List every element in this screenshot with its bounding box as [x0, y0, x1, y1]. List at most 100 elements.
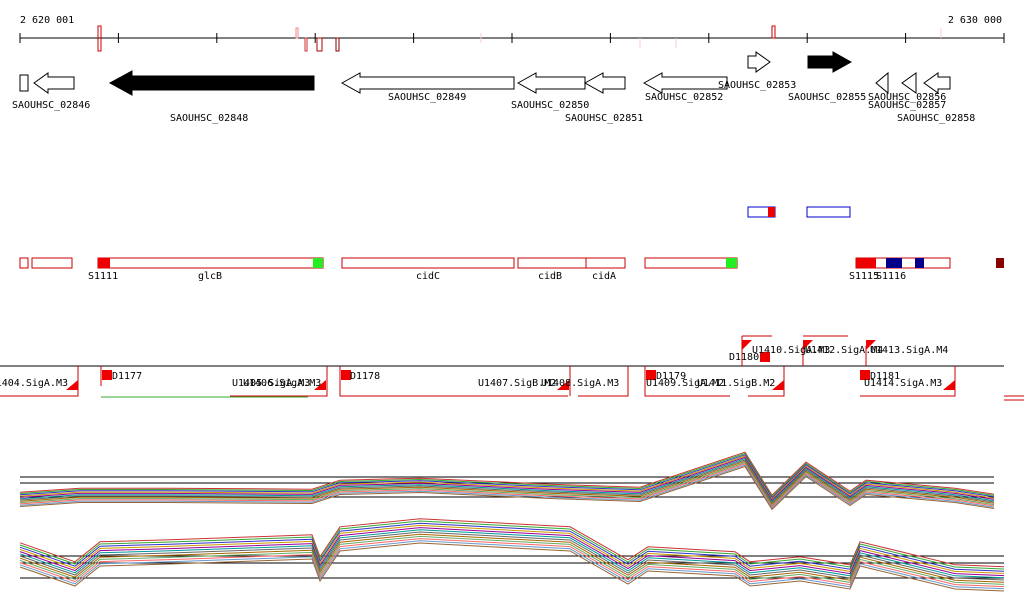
feature-label: cidA: [592, 271, 616, 282]
track-shape: [742, 340, 752, 350]
transcript-label: D1178: [350, 371, 380, 382]
gene-label: SAOUHSC_02848: [170, 113, 248, 124]
track-shape: [19, 458, 995, 503]
track-shape: [108, 70, 315, 96]
track-shape: [304, 37, 308, 52]
transcript-label: D1181: [870, 371, 900, 382]
transcript-label: U1414.SigA.M3: [864, 378, 942, 389]
transcript-label: U1408.SigA.M3: [541, 378, 619, 389]
track-shape: [803, 340, 813, 350]
transcript-label: U1406.SigA.M3: [243, 378, 321, 389]
track-shape: [943, 380, 955, 390]
track-shape: [915, 258, 924, 268]
track-shape: [19, 533, 1005, 583]
gene-label: SAOUHSC_02856: [868, 92, 946, 103]
transcript-label: U1409.SigA.M2: [646, 378, 724, 389]
track-shape: [313, 258, 323, 268]
track-shape: [644, 366, 730, 397]
track-shape: [806, 206, 851, 218]
track-shape: [19, 465, 995, 511]
track-shape: [807, 51, 853, 73]
gene-label: SAOUHSC_02852: [645, 92, 723, 103]
track-shape: [860, 370, 870, 380]
track-shape: [771, 25, 776, 39]
feature-label: cidB: [538, 271, 562, 282]
transcript-label: U1411.SigB.M2: [697, 378, 775, 389]
track-shape: [66, 380, 78, 390]
track-shape: [642, 72, 728, 94]
track-shape: [1004, 395, 1024, 401]
track-shape: [747, 51, 771, 73]
track-shape: [19, 74, 29, 92]
track-shape: [557, 380, 569, 390]
track-shape: [19, 460, 995, 506]
transcript-label: U1405.SigA.M3: [232, 378, 310, 389]
gene-label: SAOUHSC_02858: [897, 113, 975, 124]
track-shape: [646, 370, 656, 380]
transcript-label: D1177: [112, 371, 142, 382]
track-shape: [19, 456, 995, 502]
track-shape: [19, 524, 1005, 574]
track-shape: [875, 71, 889, 95]
track-shape: [102, 370, 112, 380]
track-shape: [726, 258, 737, 268]
track-shape: [760, 352, 770, 362]
transcript-label: U1410.SigA.M3: [752, 345, 830, 356]
group: [66, 340, 955, 390]
track-shape: [341, 257, 515, 269]
track-shape: [19, 454, 995, 499]
track-shape: [19, 452, 995, 498]
track-shape: [517, 257, 626, 269]
track-shape: [341, 370, 351, 380]
track-shape: [19, 529, 1005, 579]
track-shape: [19, 459, 995, 504]
track-shape: [866, 340, 876, 350]
track-shape: [19, 463, 995, 508]
track-shape: [772, 380, 784, 390]
track-shape: [19, 462, 995, 507]
track-shape: [886, 258, 902, 268]
track-shape: [19, 518, 1005, 568]
track-shape: [19, 540, 1005, 590]
feature-label: S1116: [876, 271, 906, 282]
track-shape: [19, 522, 1005, 572]
track-shape: [97, 25, 102, 52]
track-shape: [98, 258, 110, 268]
feature-label: S1115: [849, 271, 879, 282]
track-shape: [316, 37, 323, 52]
transcript-label: U1413.SigA.M4: [870, 345, 948, 356]
track-shape: [295, 27, 299, 39]
feature-label: S1111: [88, 271, 118, 282]
track-shape: [996, 258, 1004, 268]
track-shape: [19, 538, 1005, 588]
ruler-end: 2 630 000: [948, 15, 1002, 26]
group: [0, 335, 1024, 401]
track-shape: [31, 257, 73, 269]
group: [0, 25, 1024, 592]
feature-label: glcB: [198, 271, 222, 282]
transcript-label: U1412.SigA.M4: [805, 345, 883, 356]
transcript-label: D1180: [729, 352, 759, 363]
track-shape: [19, 527, 1005, 577]
track-shape: [19, 535, 1005, 585]
track-shape: [97, 257, 324, 269]
gene-label: SAOUHSC_02846: [12, 100, 90, 111]
group: [19, 451, 1005, 592]
track-shape: [748, 366, 785, 397]
track-shape: [644, 257, 738, 269]
track-shape: [19, 455, 995, 500]
track-shape: [340, 72, 515, 94]
track-shape: [0, 366, 79, 397]
group: [19, 257, 951, 269]
track-shape: [901, 72, 917, 94]
track-shape: [19, 520, 1005, 570]
gene-label: SAOUHSC_02853: [718, 80, 796, 91]
track-shape: [856, 258, 876, 268]
track-shape: [339, 366, 568, 397]
gene-label: SAOUHSC_02851: [565, 113, 643, 124]
track-shape: [19, 464, 995, 509]
feature-label: cidC: [416, 271, 440, 282]
track-shape: [578, 366, 629, 397]
